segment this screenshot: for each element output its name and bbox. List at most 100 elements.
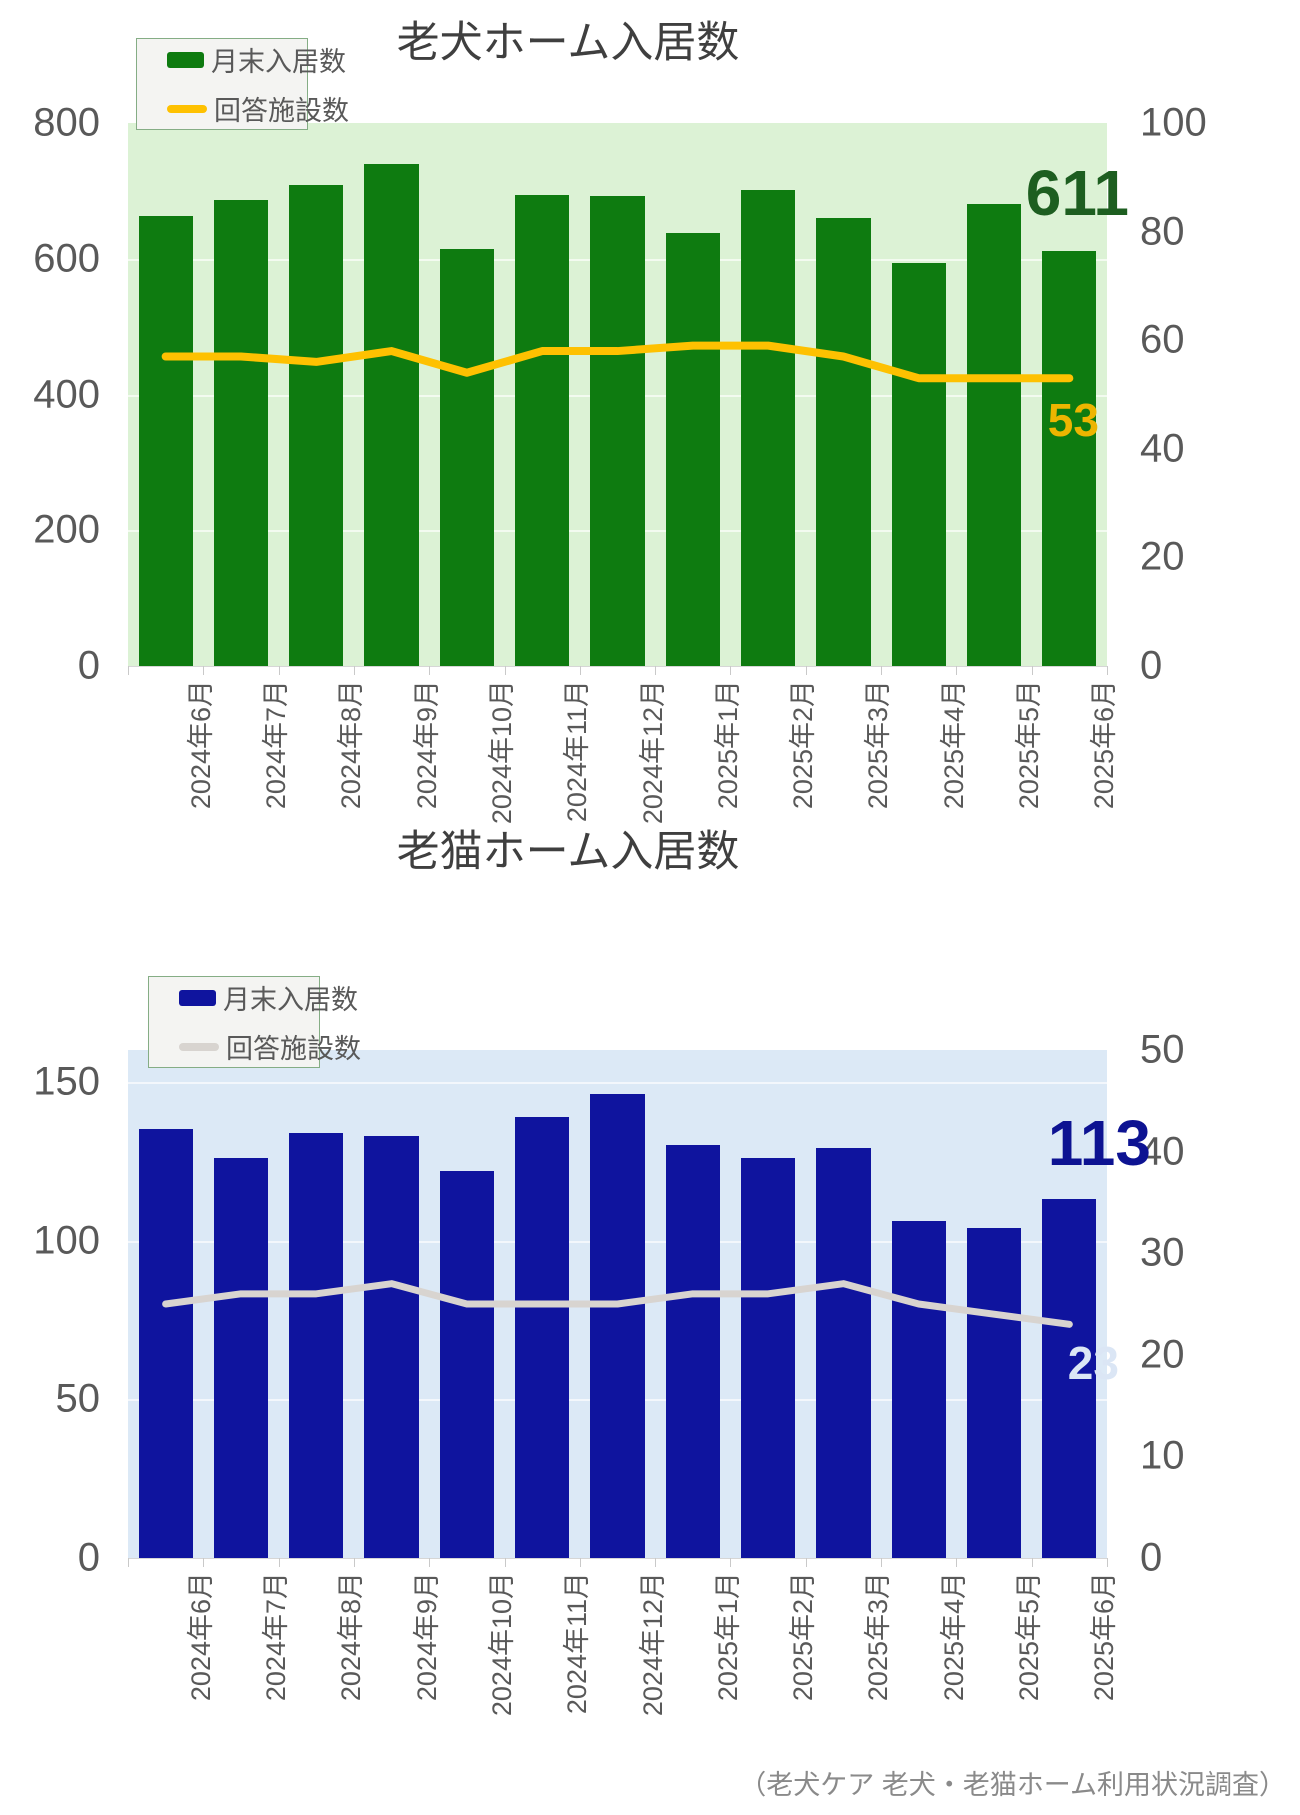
bar	[364, 1135, 419, 1558]
legend-label-bars: 月末入居数	[223, 985, 358, 1015]
x-tick-mark	[956, 1558, 958, 1567]
bar	[966, 203, 1022, 666]
bar	[213, 1157, 269, 1558]
legend-item-line: 回答施設数	[179, 1027, 361, 1066]
x-tick-label: 2024年10月	[486, 1572, 517, 1717]
bar	[213, 199, 269, 666]
bar	[665, 232, 720, 666]
legend-item-line: 回答施設数	[167, 89, 349, 128]
source-note: （老犬ケア 老犬・老猫ホーム利用状況調査）	[739, 1770, 1286, 1800]
x-axis: 2024年6月 2024年7月 2024年8月 2024年9月 2024年10月 2024…	[128, 1558, 1119, 1768]
y-tick-label: 40	[1140, 1129, 1185, 1174]
bar	[590, 1094, 645, 1558]
x-tick-mark	[579, 666, 581, 675]
x-axis: 2024年6月 2024年7月 2024年8月 2024年9月 2024年10月 2024…	[128, 666, 1119, 824]
y-tick-label: 20	[1140, 534, 1185, 579]
bar	[439, 248, 494, 666]
y-tick-label: 100	[1140, 100, 1207, 145]
legend-label-line: 回答施設数	[226, 1034, 361, 1064]
y-tick-label: 0	[77, 1535, 100, 1580]
bar	[138, 215, 193, 666]
bar	[891, 262, 946, 666]
bar-series-swatch-icon	[179, 989, 216, 1006]
y-tick-label: 0	[1140, 1535, 1163, 1580]
bar	[741, 189, 796, 666]
x-tick-label: 2025年3月	[863, 680, 894, 810]
y-tick-label: 150	[33, 1059, 100, 1104]
y-tick-label: 50	[1140, 1027, 1185, 1072]
x-tick-label: 2025年3月	[863, 1572, 894, 1702]
bar	[891, 1221, 946, 1558]
plot-area: 113 23	[128, 1050, 1151, 1558]
x-tick-mark	[278, 1558, 280, 1567]
right-axis: 0 20 40 60 80 100	[1125, 101, 1255, 688]
bar	[816, 1148, 871, 1558]
legend-item-bars: 月末入居数	[179, 978, 358, 1017]
x-tick-label: 2025年6月	[1089, 1572, 1120, 1702]
legend-item-bars: 月末入居数	[167, 40, 346, 79]
x-tick-label: 2025年5月	[1014, 1572, 1045, 1702]
x-tick-mark	[956, 666, 958, 675]
x-tick-label: 2024年8月	[336, 1572, 367, 1702]
x-tick-mark	[1107, 1558, 1108, 1567]
y-tick-label: 60	[1140, 317, 1185, 362]
y-tick-label: 200	[33, 507, 100, 552]
bar	[816, 218, 871, 666]
bar-end-label: 113	[1047, 1107, 1151, 1180]
x-tick-mark	[655, 1558, 657, 1567]
x-tick-label: 2024年9月	[411, 1572, 442, 1702]
x-tick-mark	[1031, 1558, 1033, 1567]
bar-end-label: 611	[1025, 157, 1129, 230]
bar	[515, 1116, 570, 1558]
x-tick-label: 2024年11月	[562, 1572, 593, 1715]
x-tick-label: 2024年10月	[486, 680, 517, 825]
left-axis: 0 200 400 600 800	[0, 101, 108, 688]
bar	[1042, 251, 1097, 666]
legend-label-bars: 月末入居数	[211, 47, 346, 77]
line-series-swatch-icon	[167, 104, 207, 113]
chart-legend: 月末入居数 回答施設数	[136, 38, 349, 130]
dog-home-chart: 老犬ホーム入居数 月末入居数 回答施設数 0 200 400 600 800 611 53…	[0, 0, 1300, 824]
y-tick-label: 80	[1140, 209, 1185, 254]
x-tick-mark	[881, 1558, 883, 1567]
chart-title: 老犬ホーム入居数	[396, 19, 740, 67]
right-axis: 0 10 20 30 40 50	[1125, 1028, 1255, 1580]
x-tick-label: 2025年1月	[712, 680, 743, 810]
chart-legend: 月末入居数 回答施設数	[148, 976, 361, 1068]
x-tick-mark	[1107, 666, 1108, 675]
chart-title: 老猫ホーム入居数	[396, 828, 740, 876]
x-tick-label: 2024年7月	[260, 1572, 291, 1702]
y-tick-label: 600	[33, 236, 100, 281]
bar	[515, 194, 570, 666]
y-tick-label: 40	[1140, 426, 1185, 471]
bar	[966, 1227, 1022, 1558]
cat-home-chart: 老猫ホーム入居数 月末入居数 回答施設数 0 50 100 150 113 23 0 10…	[0, 815, 1300, 1815]
y-tick-label: 50	[55, 1376, 101, 1421]
x-tick-mark	[805, 666, 807, 675]
bar	[138, 1129, 193, 1558]
x-tick-mark	[730, 666, 732, 675]
x-tick-label: 2024年7月	[260, 680, 291, 810]
x-tick-mark	[128, 666, 129, 675]
gridline	[128, 1081, 1107, 1084]
bar	[289, 1132, 344, 1558]
x-tick-mark	[579, 1558, 581, 1567]
left-axis: 0 50 100 150	[0, 1050, 108, 1579]
line-end-label: 23	[1067, 1337, 1119, 1390]
x-tick-label: 2024年6月	[185, 1572, 216, 1702]
x-tick-label: 2024年9月	[411, 680, 442, 810]
x-tick-mark	[730, 1558, 732, 1567]
x-tick-label: 2024年8月	[336, 680, 367, 810]
legend-label-line: 回答施設数	[214, 96, 349, 126]
y-tick-label: 10	[1140, 1433, 1185, 1478]
line-series-swatch-icon	[179, 1042, 219, 1051]
x-tick-label: 2025年4月	[938, 680, 969, 810]
x-tick-mark	[504, 1558, 506, 1567]
response-facilities-line	[162, 1280, 1073, 1328]
x-tick-mark	[353, 1558, 355, 1567]
x-tick-label: 2025年6月	[1089, 680, 1120, 810]
y-tick-label: 30	[1140, 1230, 1185, 1275]
bar-series-swatch-icon	[167, 51, 204, 68]
bar	[1042, 1199, 1097, 1558]
x-tick-mark	[504, 666, 506, 675]
